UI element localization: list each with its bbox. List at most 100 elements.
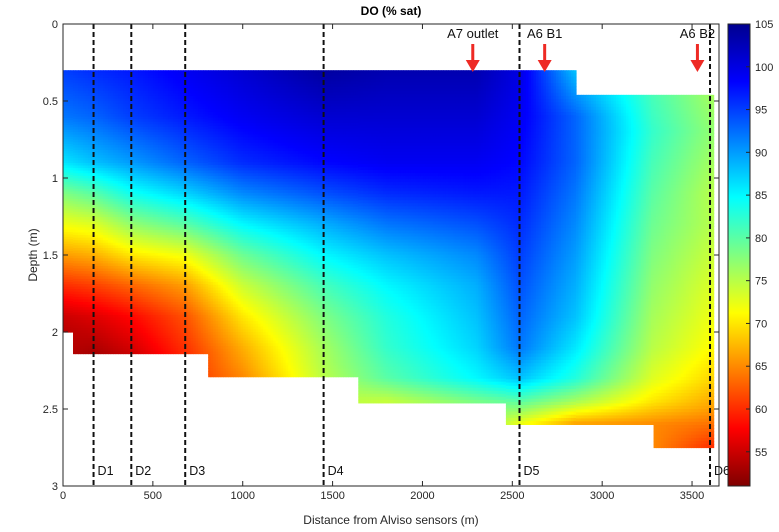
heat-cell xyxy=(68,327,72,331)
heat-cell xyxy=(73,299,77,303)
heat-cell xyxy=(73,332,77,337)
heat-cell xyxy=(70,251,74,255)
heat-cell xyxy=(113,173,117,177)
heat-cell xyxy=(95,116,99,120)
heat-cell xyxy=(138,268,142,272)
heat-cell xyxy=(105,335,109,339)
heat-cell xyxy=(118,294,122,298)
heat-cell xyxy=(88,312,92,316)
heat-cell xyxy=(90,165,94,169)
heat-cell xyxy=(78,186,82,190)
heat-cell xyxy=(140,268,144,272)
heat-cell xyxy=(105,278,109,283)
heat-cell xyxy=(78,147,82,151)
heat-cell xyxy=(123,162,127,167)
heat-cell xyxy=(98,180,102,185)
heat-cell xyxy=(118,88,122,92)
heat-cell xyxy=(68,265,72,269)
heat-cell xyxy=(93,309,97,313)
heat-cell xyxy=(140,191,144,195)
heat-cell xyxy=(113,253,117,257)
heat-cell xyxy=(100,271,104,275)
heat-cell xyxy=(65,217,69,221)
heat-cell xyxy=(63,243,67,247)
heat-cell xyxy=(85,201,89,205)
heat-cell xyxy=(100,152,104,156)
heat-cell xyxy=(78,144,82,149)
heat-cell xyxy=(98,294,102,298)
heat-cell xyxy=(75,325,79,329)
heat-cell xyxy=(125,103,129,107)
heat-cell xyxy=(63,277,67,281)
heat-cell xyxy=(118,284,122,288)
heat-cell xyxy=(110,312,114,316)
heat-cell xyxy=(75,250,79,254)
heat-cell xyxy=(115,296,119,301)
heat-cell xyxy=(120,296,124,301)
heat-cell xyxy=(90,335,94,339)
heat-cell xyxy=(133,116,137,120)
heat-cell xyxy=(85,132,89,136)
heat-cell xyxy=(118,160,122,164)
heat-cell xyxy=(108,165,112,169)
heat-cell xyxy=(68,179,72,183)
heat-cell xyxy=(128,144,132,149)
heat-cell xyxy=(140,201,144,205)
heat-cell xyxy=(80,258,84,262)
heat-cell xyxy=(85,90,89,94)
heat-cell xyxy=(65,303,69,307)
heat-cell xyxy=(80,327,84,331)
heat-cell xyxy=(83,240,87,244)
heat-cell xyxy=(115,348,119,352)
heat-cell xyxy=(120,222,124,226)
heat-cell xyxy=(75,201,79,205)
heat-cell xyxy=(140,304,144,308)
heat-cell xyxy=(120,322,124,326)
heat-cell xyxy=(130,108,134,113)
heat-cell xyxy=(78,330,82,334)
heat-cell xyxy=(98,229,102,234)
heat-cell xyxy=(75,101,79,105)
heat-cell xyxy=(135,152,139,156)
heat-cell xyxy=(95,178,99,182)
heat-cell xyxy=(98,232,102,236)
heat-cell xyxy=(118,214,122,218)
heat-cell xyxy=(78,302,82,306)
heat-cell xyxy=(95,144,99,149)
heat-cell xyxy=(85,265,89,270)
heat-cell xyxy=(138,260,142,264)
heat-cell xyxy=(108,294,112,298)
heat-cell xyxy=(128,320,132,324)
heat-cell xyxy=(115,175,119,179)
heat-cell xyxy=(123,129,127,133)
heat-cell xyxy=(118,137,122,141)
heat-cell xyxy=(65,236,69,240)
heat-cell xyxy=(100,98,104,102)
heat-cell xyxy=(143,196,147,200)
heat-cell xyxy=(98,157,102,161)
heat-cell xyxy=(105,345,109,350)
heat-cell xyxy=(115,309,119,313)
heat-cell xyxy=(113,224,117,228)
heat-cell xyxy=(100,188,104,192)
heat-cell xyxy=(68,258,72,262)
heat-cell xyxy=(110,77,114,82)
heat-cell xyxy=(125,126,129,131)
heat-cell xyxy=(125,307,129,311)
heat-cell xyxy=(140,284,144,288)
heat-cell xyxy=(83,201,87,205)
heat-cell xyxy=(123,83,127,87)
heat-cell xyxy=(105,309,109,313)
heat-cell xyxy=(75,242,79,246)
heat-cell xyxy=(98,201,102,205)
heat-cell xyxy=(98,281,102,285)
heat-cell xyxy=(70,282,74,285)
heat-cell xyxy=(90,235,94,239)
heat-cell xyxy=(93,237,97,241)
heat-cell xyxy=(108,304,112,308)
heat-cell xyxy=(125,106,129,110)
heat-cell xyxy=(65,205,69,209)
heat-cell xyxy=(73,322,77,326)
heat-cell xyxy=(98,330,102,334)
heat-cell xyxy=(83,325,87,329)
